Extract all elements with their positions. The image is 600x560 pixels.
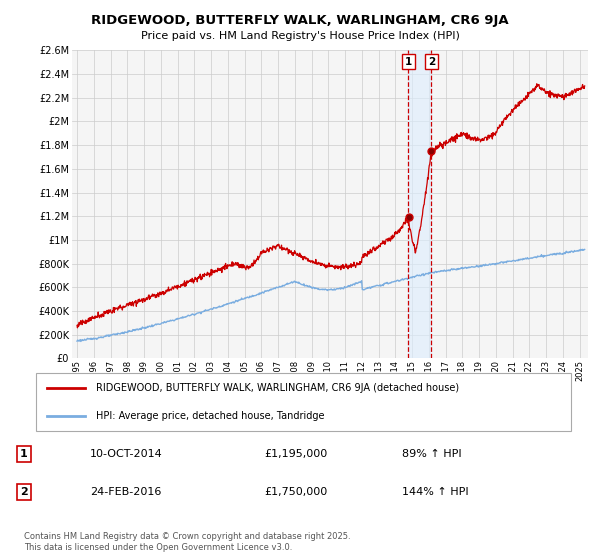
Text: 89% ↑ HPI: 89% ↑ HPI bbox=[402, 449, 461, 459]
Text: £1,750,000: £1,750,000 bbox=[264, 487, 327, 497]
Text: Contains HM Land Registry data © Crown copyright and database right 2025.
This d: Contains HM Land Registry data © Crown c… bbox=[24, 532, 350, 552]
Text: 144% ↑ HPI: 144% ↑ HPI bbox=[402, 487, 469, 497]
Text: 2: 2 bbox=[20, 487, 28, 497]
Text: 1: 1 bbox=[20, 449, 28, 459]
Text: 24-FEB-2016: 24-FEB-2016 bbox=[90, 487, 161, 497]
Text: RIDGEWOOD, BUTTERFLY WALK, WARLINGHAM, CR6 9JA (detached house): RIDGEWOOD, BUTTERFLY WALK, WARLINGHAM, C… bbox=[96, 382, 460, 393]
Text: HPI: Average price, detached house, Tandridge: HPI: Average price, detached house, Tand… bbox=[96, 411, 325, 421]
Text: £1,195,000: £1,195,000 bbox=[264, 449, 327, 459]
Text: 2: 2 bbox=[428, 57, 435, 67]
Text: RIDGEWOOD, BUTTERFLY WALK, WARLINGHAM, CR6 9JA: RIDGEWOOD, BUTTERFLY WALK, WARLINGHAM, C… bbox=[91, 14, 509, 27]
Text: Price paid vs. HM Land Registry's House Price Index (HPI): Price paid vs. HM Land Registry's House … bbox=[140, 31, 460, 41]
Text: 1: 1 bbox=[405, 57, 412, 67]
Text: 10-OCT-2014: 10-OCT-2014 bbox=[90, 449, 163, 459]
Bar bbox=[409, 50, 431, 358]
